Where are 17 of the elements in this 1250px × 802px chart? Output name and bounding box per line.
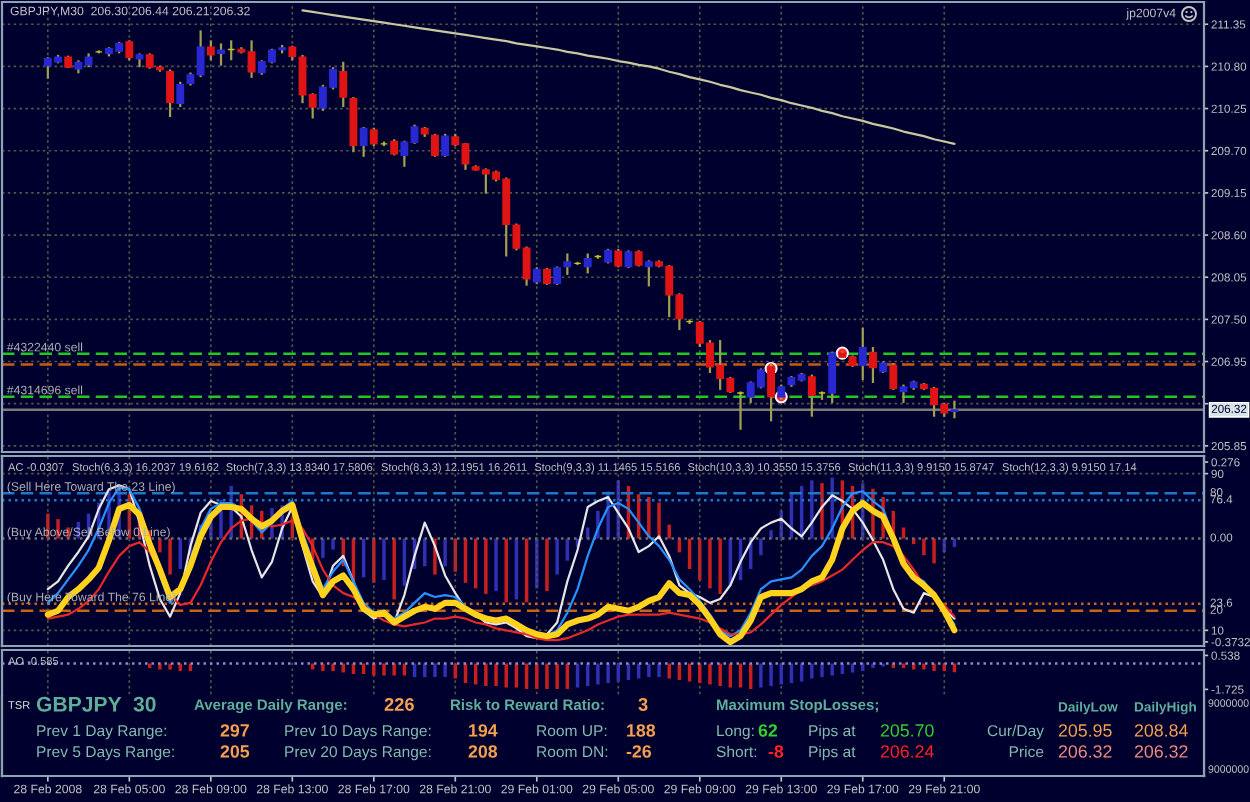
- annotation: 205.95: [1058, 724, 1112, 737]
- annotation: 62: [758, 724, 778, 737]
- annotation: 205.70: [880, 724, 934, 737]
- annotation: GBPJPY 30: [36, 696, 156, 712]
- annotation: 297: [220, 724, 249, 737]
- annotation: 194: [469, 724, 498, 737]
- annotation: 226: [384, 697, 414, 711]
- annotation: -26: [626, 745, 652, 758]
- annotation: 205: [220, 745, 250, 758]
- annotation: 206.24: [880, 745, 934, 758]
- annotation: 208: [468, 745, 498, 758]
- annotation: 3: [638, 697, 648, 711]
- annotation: 206.32: [1058, 745, 1112, 758]
- annotation: 208.84: [1134, 724, 1188, 737]
- annotation: -8: [768, 745, 784, 758]
- annotation: 206.32: [1134, 745, 1188, 758]
- annotation: 188: [627, 724, 656, 737]
